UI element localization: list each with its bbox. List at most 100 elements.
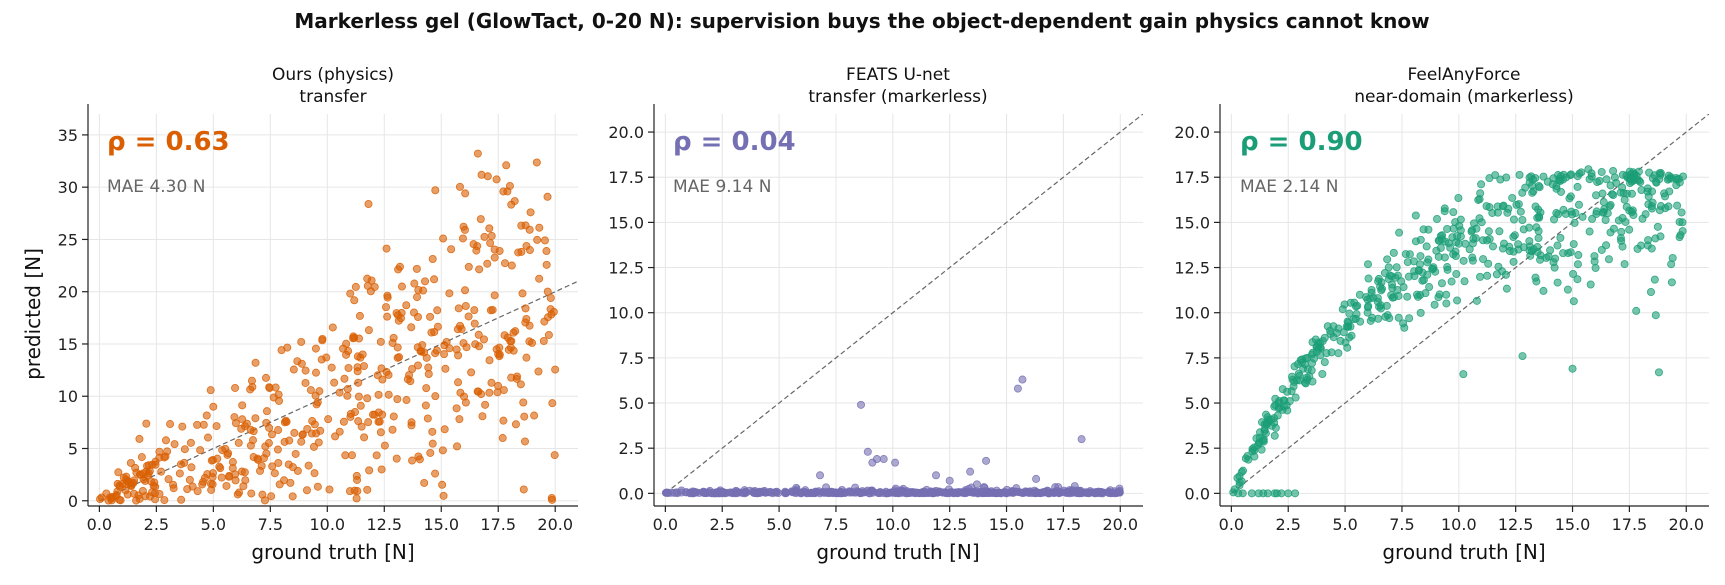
x-tick-label: 17.5 xyxy=(480,515,516,534)
data-point xyxy=(268,462,277,471)
data-point xyxy=(209,402,218,411)
data-point xyxy=(996,489,1005,498)
data-point xyxy=(1459,256,1468,265)
data-point xyxy=(1531,273,1540,282)
x-tick-label: 20.0 xyxy=(1668,515,1704,534)
data-point xyxy=(1419,276,1428,285)
y-tick-label: 15.0 xyxy=(1174,213,1210,232)
data-point xyxy=(393,395,402,404)
data-point xyxy=(494,381,503,390)
data-point xyxy=(454,304,463,313)
y-tick-label: 12.5 xyxy=(608,259,644,278)
y-tick-label: 17.5 xyxy=(1174,168,1210,187)
data-point xyxy=(1601,216,1610,225)
data-point xyxy=(1091,489,1100,498)
data-point xyxy=(170,440,179,449)
data-point xyxy=(1455,221,1464,230)
data-point xyxy=(1364,274,1373,283)
data-point xyxy=(421,401,430,410)
data-point xyxy=(193,487,202,496)
data-point xyxy=(1563,285,1572,294)
data-point xyxy=(231,383,240,392)
data-point xyxy=(1592,207,1601,216)
data-point xyxy=(1569,240,1578,249)
data-point xyxy=(1031,489,1040,498)
x-tick-label: 17.5 xyxy=(1612,515,1648,534)
data-point xyxy=(1351,302,1360,311)
data-point xyxy=(383,293,392,302)
data-point xyxy=(440,425,449,434)
data-point xyxy=(318,336,327,345)
data-point xyxy=(522,241,531,250)
mae-annotation: MAE 4.30 N xyxy=(107,177,205,197)
data-point xyxy=(268,430,277,439)
data-point xyxy=(426,448,435,457)
data-point xyxy=(297,437,306,446)
rho-annotation: ρ = 0.90 xyxy=(1240,127,1363,157)
data-point xyxy=(1453,296,1462,305)
data-point xyxy=(445,344,454,353)
data-point xyxy=(343,384,352,393)
data-point xyxy=(324,415,333,424)
data-point xyxy=(231,419,240,428)
data-point xyxy=(1590,257,1599,266)
data-point xyxy=(358,350,367,359)
data-point xyxy=(246,385,255,394)
data-point xyxy=(1271,401,1280,410)
data-point xyxy=(413,361,422,370)
data-point xyxy=(1509,215,1518,224)
data-point xyxy=(453,442,462,451)
data-point xyxy=(1644,200,1653,209)
data-point xyxy=(382,244,391,253)
data-point xyxy=(1569,297,1578,306)
data-point xyxy=(1416,252,1425,261)
data-point xyxy=(1366,316,1375,325)
data-point xyxy=(1043,488,1052,497)
data-point xyxy=(811,488,820,497)
data-point xyxy=(1468,253,1477,262)
data-point xyxy=(180,458,189,467)
data-point xyxy=(317,355,326,364)
data-point xyxy=(368,410,377,419)
x-tick-label: 0.0 xyxy=(1219,515,1244,534)
data-point xyxy=(1608,190,1617,199)
data-point xyxy=(452,404,461,413)
data-point xyxy=(1678,218,1687,227)
data-point xyxy=(1626,175,1635,184)
data-point xyxy=(1308,348,1317,357)
data-point xyxy=(518,289,527,298)
data-point xyxy=(1536,251,1545,260)
data-point xyxy=(1650,275,1659,284)
data-point xyxy=(1648,174,1657,183)
data-point xyxy=(1373,294,1382,303)
data-point xyxy=(246,441,255,450)
data-point xyxy=(360,433,369,442)
data-point xyxy=(1495,227,1504,236)
data-point xyxy=(1533,213,1542,222)
data-point xyxy=(1344,318,1353,327)
data-point xyxy=(1237,468,1246,477)
data-point xyxy=(129,489,138,498)
data-point xyxy=(231,476,240,485)
data-point xyxy=(1629,210,1638,219)
data-point xyxy=(396,314,405,323)
data-point xyxy=(932,471,941,480)
data-point xyxy=(428,255,437,264)
data-point xyxy=(1454,193,1463,202)
data-point xyxy=(535,223,544,232)
identity-line xyxy=(664,114,1143,494)
data-point xyxy=(459,222,468,231)
data-point xyxy=(522,314,531,323)
data-point xyxy=(1610,173,1619,182)
data-point xyxy=(377,465,386,474)
data-point xyxy=(707,489,716,498)
x-axis-label: ground truth [N] xyxy=(1382,540,1545,564)
data-point xyxy=(428,439,437,448)
mae-annotation: MAE 2.14 N xyxy=(1240,177,1338,197)
data-point xyxy=(439,234,448,243)
panel-title-line1: FEATS U-net xyxy=(846,65,950,85)
data-point xyxy=(526,208,535,217)
data-point xyxy=(1532,223,1541,232)
data-point xyxy=(1508,193,1517,202)
data-point xyxy=(488,305,497,314)
